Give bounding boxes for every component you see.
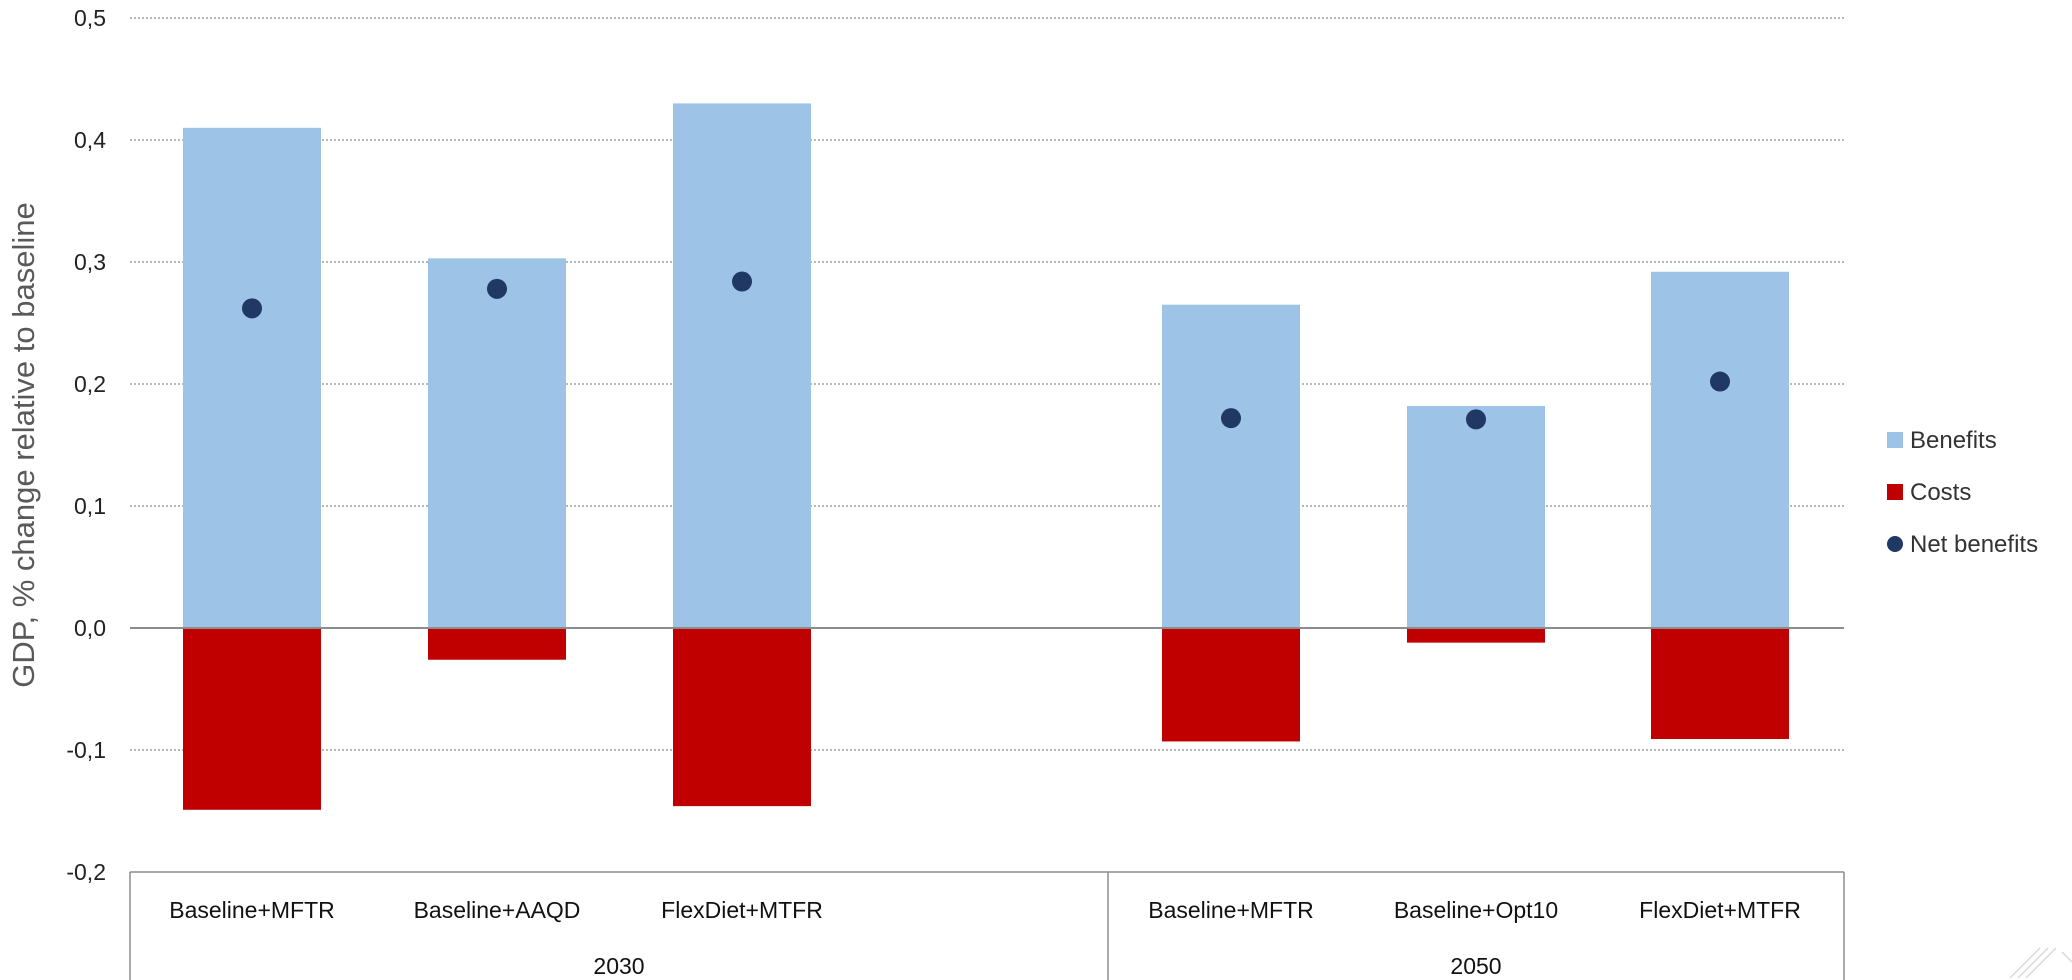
x-category-label: Baseline+Opt10 — [1394, 897, 1558, 923]
x-axis: Baseline+MFTR Baseline+AAQD FlexDiet+MTFR B… — [129, 871, 1845, 980]
net-benefit-point — [732, 271, 752, 292]
net-benefit-points — [242, 271, 1730, 430]
x-group-label: 2030 — [593, 953, 644, 979]
costs-bar — [673, 628, 811, 807]
y-tick-label: 0,3 — [74, 249, 106, 275]
legend-label: Net benefits — [1910, 531, 2038, 558]
net-benefit-point — [487, 278, 507, 299]
costs-bar — [1651, 628, 1789, 740]
legend-label: Benefits — [1910, 427, 1997, 454]
y-axis-label: GDP, % change relative to baseline — [6, 202, 41, 687]
net-benefit-point — [242, 298, 262, 319]
x-category-label: Baseline+AAQD — [414, 897, 581, 923]
costs-bar — [428, 628, 566, 660]
benefits-bar — [183, 127, 321, 629]
bars — [183, 103, 1789, 810]
benefits-bar — [1162, 304, 1300, 628]
y-tick-label: 0,2 — [74, 371, 106, 397]
net-benefit-point — [1466, 409, 1486, 430]
gridlines — [130, 17, 1844, 751]
y-tick-label: 0,4 — [74, 127, 106, 153]
x-category-label: Baseline+MFTR — [1148, 897, 1314, 923]
legend-swatch — [1887, 484, 1903, 500]
legend-label: Costs — [1910, 479, 1971, 506]
legend-swatch — [1887, 432, 1903, 448]
y-axis-tick-labels: 0,5 0,4 0,3 0,2 0,1 0,0 -0,1 -0,2 — [66, 5, 106, 885]
y-tick-label: 0,0 — [74, 615, 106, 641]
x-category-label: FlexDiet+MTFR — [661, 897, 823, 923]
costs-bar — [1162, 628, 1300, 742]
x-category-label: Baseline+MFTR — [169, 897, 335, 923]
benefits-bar — [1651, 271, 1789, 628]
y-tick-label: 0,1 — [74, 493, 106, 519]
y-tick-label: -0,1 — [66, 737, 106, 763]
net-benefit-point — [1710, 371, 1730, 392]
net-benefit-point — [1221, 408, 1241, 429]
costs-bar — [1407, 628, 1545, 643]
x-category-label: FlexDiet+MTFR — [1639, 897, 1801, 923]
y-tick-label: -0,2 — [66, 859, 106, 885]
y-tick-label: 0,5 — [74, 5, 106, 31]
x-group-label: 2050 — [1450, 953, 1501, 979]
benefits-bar — [673, 103, 811, 628]
costs-bar — [183, 628, 321, 810]
benefits-bar — [428, 258, 566, 628]
benefits-bar — [1407, 405, 1545, 628]
legend: Benefits Costs Net benefits — [1887, 427, 2038, 558]
legend-marker — [1887, 536, 1903, 552]
corner-decoration — [2009, 947, 2072, 979]
